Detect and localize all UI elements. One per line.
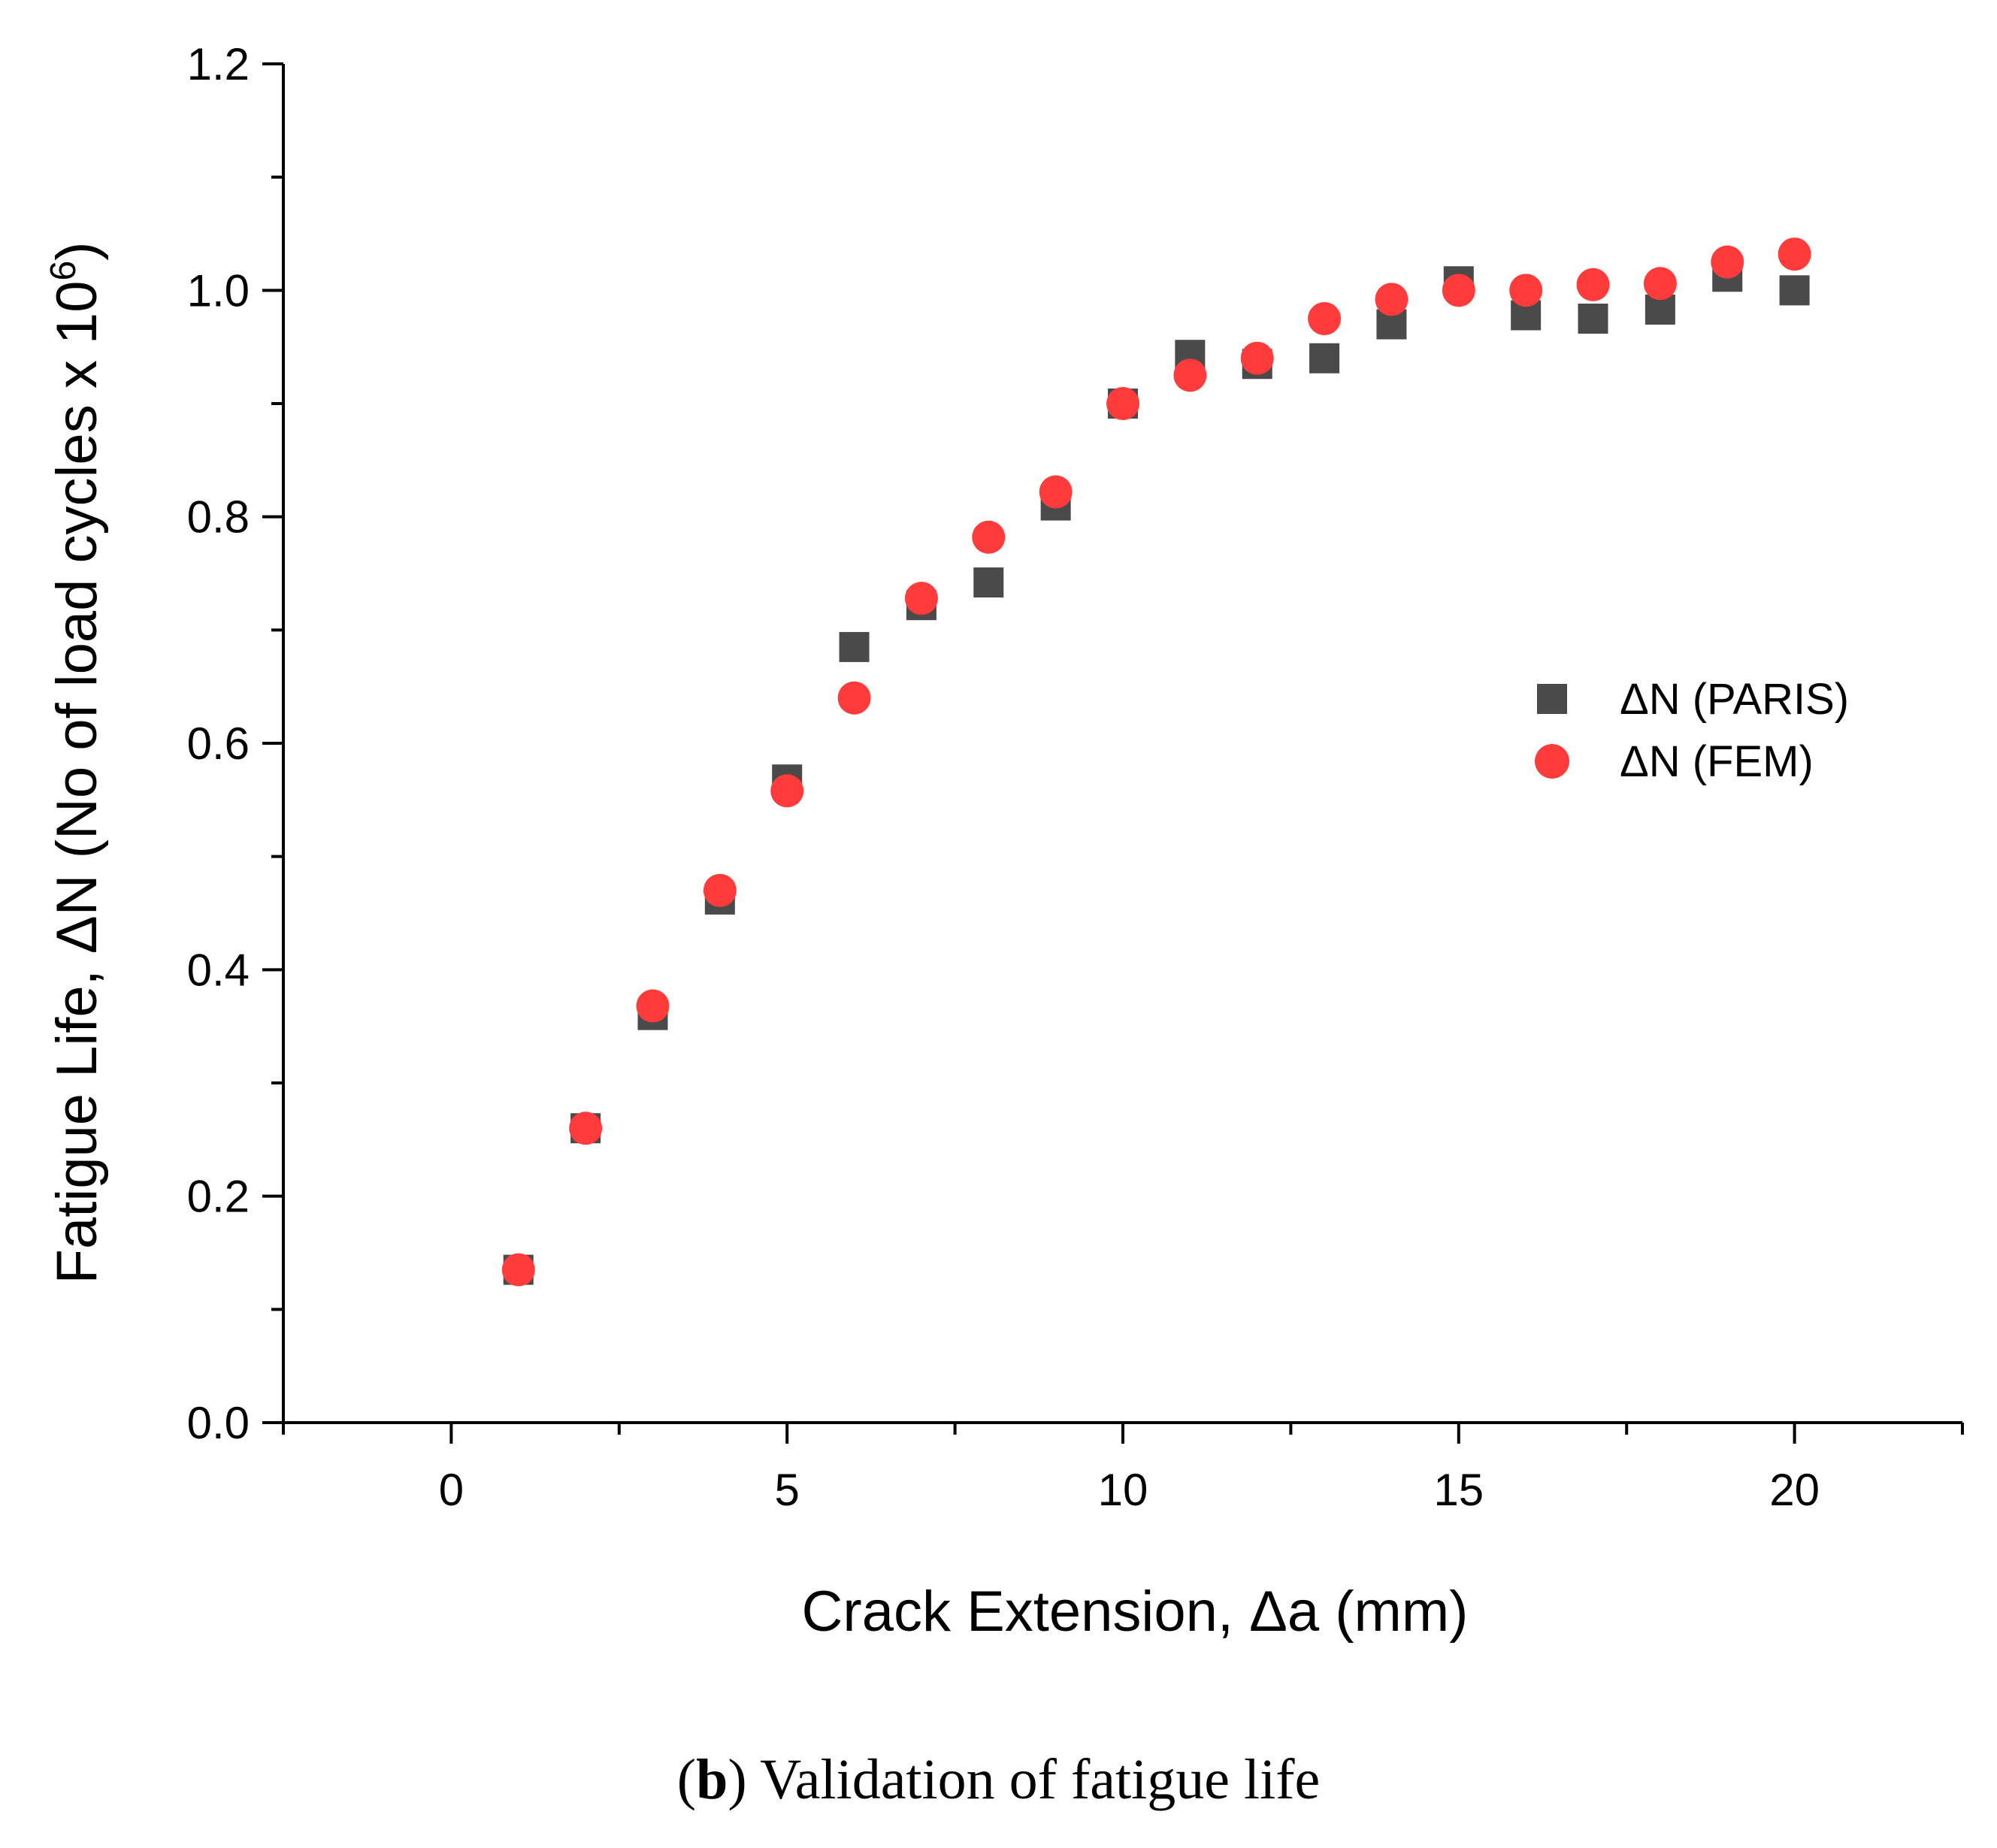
fem-point <box>1576 268 1610 301</box>
x-tick-label: 5 <box>775 1465 800 1515</box>
fem-point <box>972 520 1006 554</box>
caption-text: ) Validation of fatigue life <box>728 1748 1321 1811</box>
y-tick-label: 1.2 <box>187 39 250 89</box>
fem-point <box>1173 358 1207 392</box>
fem-point <box>1308 302 1342 335</box>
fem-point <box>770 774 804 808</box>
x-tick-label: 20 <box>1769 1465 1820 1515</box>
y-axis-title: Fatigue Life, ΔN (No of load cycles x 10… <box>44 242 109 1284</box>
y-tick-label: 0.4 <box>187 945 250 995</box>
x-tick-label: 15 <box>1433 1465 1484 1515</box>
y-tick-label: 0.0 <box>187 1398 250 1448</box>
fem-point <box>1778 237 1811 271</box>
fem-point <box>501 1253 535 1287</box>
paris-point <box>1779 275 1810 306</box>
legend: ΔN (PARIS) ΔN (FEM) <box>1535 675 1849 786</box>
fem-point <box>569 1112 603 1145</box>
paris-point <box>1309 343 1340 374</box>
y-tick-label: 0.8 <box>187 492 250 543</box>
y-tick-label: 0.6 <box>187 718 250 769</box>
legend-label-paris: ΔN (PARIS) <box>1620 675 1849 724</box>
fem-point <box>1442 274 1475 307</box>
fem-point <box>1039 475 1073 509</box>
data-points-layer <box>501 237 1811 1287</box>
caption-open-paren: ( <box>676 1748 697 1811</box>
fem-point <box>1106 387 1139 420</box>
caption-label: b <box>696 1748 728 1811</box>
legend-label-fem: ΔN (FEM) <box>1620 737 1814 786</box>
y-tick-label: 0.2 <box>187 1172 250 1222</box>
y-axis-title-main: Fatigue Life, ΔN (No of load cycles x 10 <box>45 281 109 1284</box>
fem-point <box>1240 341 1274 375</box>
fem-point <box>837 681 871 715</box>
fem-point <box>1375 283 1408 316</box>
fem-point <box>636 989 670 1023</box>
fem-point <box>703 873 737 907</box>
fem-point <box>1711 245 1744 279</box>
paris-point <box>973 567 1004 598</box>
fem-point <box>1643 267 1677 301</box>
paris-point <box>839 631 870 662</box>
x-axis-title: Crack Extension, Δa (mm) <box>802 1580 1469 1644</box>
paris-point <box>1578 304 1608 334</box>
fem-point <box>1509 274 1543 307</box>
y-axis-title-superscript: 6 <box>44 261 83 281</box>
tick-layer: 0.0 0.2 0.4 0.6 0.8 1.0 1.2 0 5 10 15 20 <box>187 39 1964 1515</box>
x-tick-label: 10 <box>1098 1465 1148 1515</box>
y-tick-label: 1.0 <box>187 265 250 316</box>
legend-marker-fem <box>1535 744 1569 779</box>
figure-caption: (b) Validation of fatigue life <box>0 1747 1997 1813</box>
legend-marker-paris <box>1537 684 1567 714</box>
y-axis-title-close: ) <box>45 242 109 261</box>
x-tick-label: 0 <box>439 1465 464 1515</box>
fem-point <box>904 582 938 615</box>
